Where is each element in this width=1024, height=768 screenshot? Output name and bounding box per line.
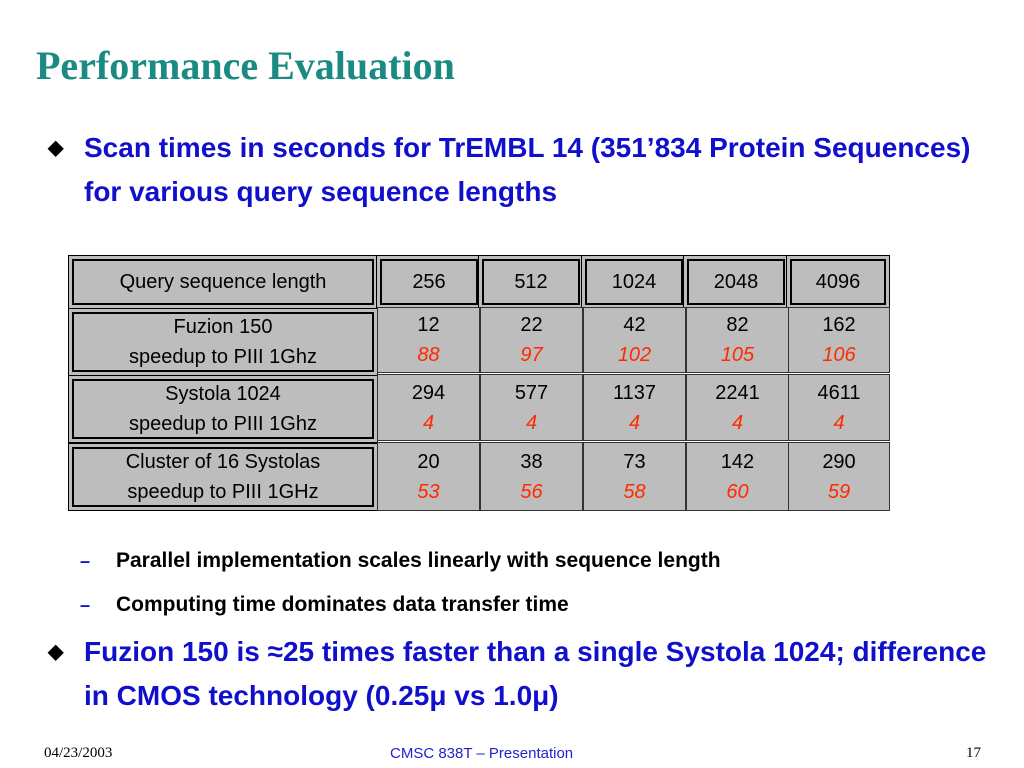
- table-cell: 1137 4: [583, 374, 686, 441]
- dash-bullet-icon: –: [80, 595, 91, 615]
- speedup-value: 53: [417, 480, 440, 503]
- speedup-value: 97: [520, 344, 543, 366]
- column-header-4096: 4096: [790, 259, 886, 305]
- table-cell: 42 102: [583, 307, 686, 373]
- time-value: 1137: [612, 381, 656, 404]
- sub-bullet-text: Computing time dominates data transfer t…: [116, 593, 569, 616]
- column-header-text: 4096: [815, 271, 861, 293]
- column-header-text: 256: [412, 271, 446, 293]
- sub-bullet-computing: – Computing time dominates data transfer…: [80, 590, 569, 620]
- speedup-value: 105: [720, 344, 755, 366]
- speedup-value: 4: [628, 411, 641, 434]
- table-cell: 4611 4: [788, 374, 890, 441]
- speedup-value: 4: [833, 411, 845, 434]
- bullet-text: Fuzion 150 is ≈25 times faster than a si…: [84, 636, 987, 711]
- bullet-fuzion-faster: ◆ Fuzion 150 is ≈25 times faster than a …: [48, 630, 988, 718]
- speedup-value: 4: [422, 411, 435, 434]
- column-header-512: 512: [482, 259, 580, 305]
- sub-bullet-text: Parallel implementation scales linearly …: [116, 549, 721, 572]
- row-label-line1: Fuzion 150: [173, 316, 273, 338]
- speedup-value: 58: [623, 480, 646, 503]
- footer-date: 04/23/2003: [44, 745, 113, 761]
- table-cell: 142 60: [686, 442, 789, 511]
- column-header-1024: 1024: [585, 259, 683, 305]
- speedup-value: 4: [525, 411, 538, 434]
- bullet-text: Scan times in seconds for TrEMBL 14 (351…: [84, 132, 971, 207]
- table-cell: 73 58: [583, 442, 686, 511]
- time-value: 20: [417, 450, 440, 473]
- time-value: 294: [411, 381, 446, 404]
- row-label-line2: speedup to PIII 1GHz: [127, 481, 319, 503]
- time-value: 577: [514, 381, 549, 404]
- time-value: 290: [822, 450, 856, 473]
- time-value: 38: [520, 450, 543, 473]
- table-cell: 577 4: [480, 374, 583, 441]
- row-label-line1: Cluster of 16 Systolas: [125, 451, 321, 473]
- row-label-line2: speedup to PIII 1Ghz: [129, 346, 317, 368]
- time-value: 73: [623, 450, 646, 473]
- table-cell: 20 53: [377, 442, 480, 511]
- time-value: 12: [417, 314, 440, 336]
- slide-title: Performance Evaluation: [36, 43, 455, 88]
- table-cell: 22 97: [480, 307, 583, 373]
- header-label-cell: Query sequence length: [72, 259, 374, 305]
- diamond-bullet-icon: ◆: [48, 137, 64, 159]
- column-header-256: 256: [380, 259, 478, 305]
- column-header-text: 2048: [713, 271, 759, 293]
- table-cell: 290 59: [788, 442, 890, 511]
- speedup-value: 59: [827, 480, 851, 503]
- time-value: 142: [720, 450, 755, 473]
- sub-bullet-parallel: – Parallel implementation scales linearl…: [80, 546, 721, 576]
- scan-times-table: Query sequence length 256 512 1024 2048 …: [64, 250, 890, 516]
- row-label-cluster: Cluster of 16 Systolas speedup to PIII 1…: [72, 447, 374, 507]
- speedup-value: 106: [822, 344, 856, 366]
- table-cell: 82 105: [686, 307, 789, 373]
- time-value: 22: [520, 314, 543, 336]
- time-value: 82: [726, 314, 749, 336]
- speedup-value: 56: [520, 480, 543, 503]
- footer-page-number: 17: [966, 745, 981, 761]
- speedup-value: 102: [617, 344, 652, 366]
- footer-title: CMSC 838T – Presentation: [390, 745, 574, 762]
- row-label-line2: speedup to PIII 1Ghz: [129, 413, 317, 435]
- row-label-line1: Systola 1024: [165, 383, 281, 405]
- time-value: 42: [623, 314, 646, 336]
- time-value: 2241: [715, 381, 760, 404]
- bullet-scan-times: ◆ Scan times in seconds for TrEMBL 14 (3…: [48, 126, 988, 214]
- dash-bullet-icon: –: [80, 551, 91, 571]
- column-header-2048: 2048: [687, 259, 785, 305]
- column-header-text: 512: [514, 271, 548, 293]
- table-cell: 294 4: [377, 374, 480, 441]
- column-header-text: 1024: [611, 271, 657, 293]
- time-value: 4611: [817, 381, 861, 404]
- table-cell: 38 56: [480, 442, 583, 511]
- table-cell: 2241 4: [686, 374, 789, 441]
- table-cell: 162 106: [788, 307, 890, 373]
- time-value: 162: [822, 314, 856, 336]
- diamond-bullet-icon: ◆: [48, 641, 64, 663]
- speedup-value: 4: [731, 411, 744, 434]
- speedup-value: 60: [726, 480, 749, 503]
- row-label-fuzion: Fuzion 150 speedup to PIII 1Ghz: [72, 312, 374, 372]
- header-label: Query sequence length: [119, 271, 327, 293]
- row-label-systola: Systola 1024 speedup to PIII 1Ghz: [72, 379, 374, 439]
- table-cell: 12 88: [377, 307, 480, 373]
- speedup-value: 88: [417, 344, 440, 366]
